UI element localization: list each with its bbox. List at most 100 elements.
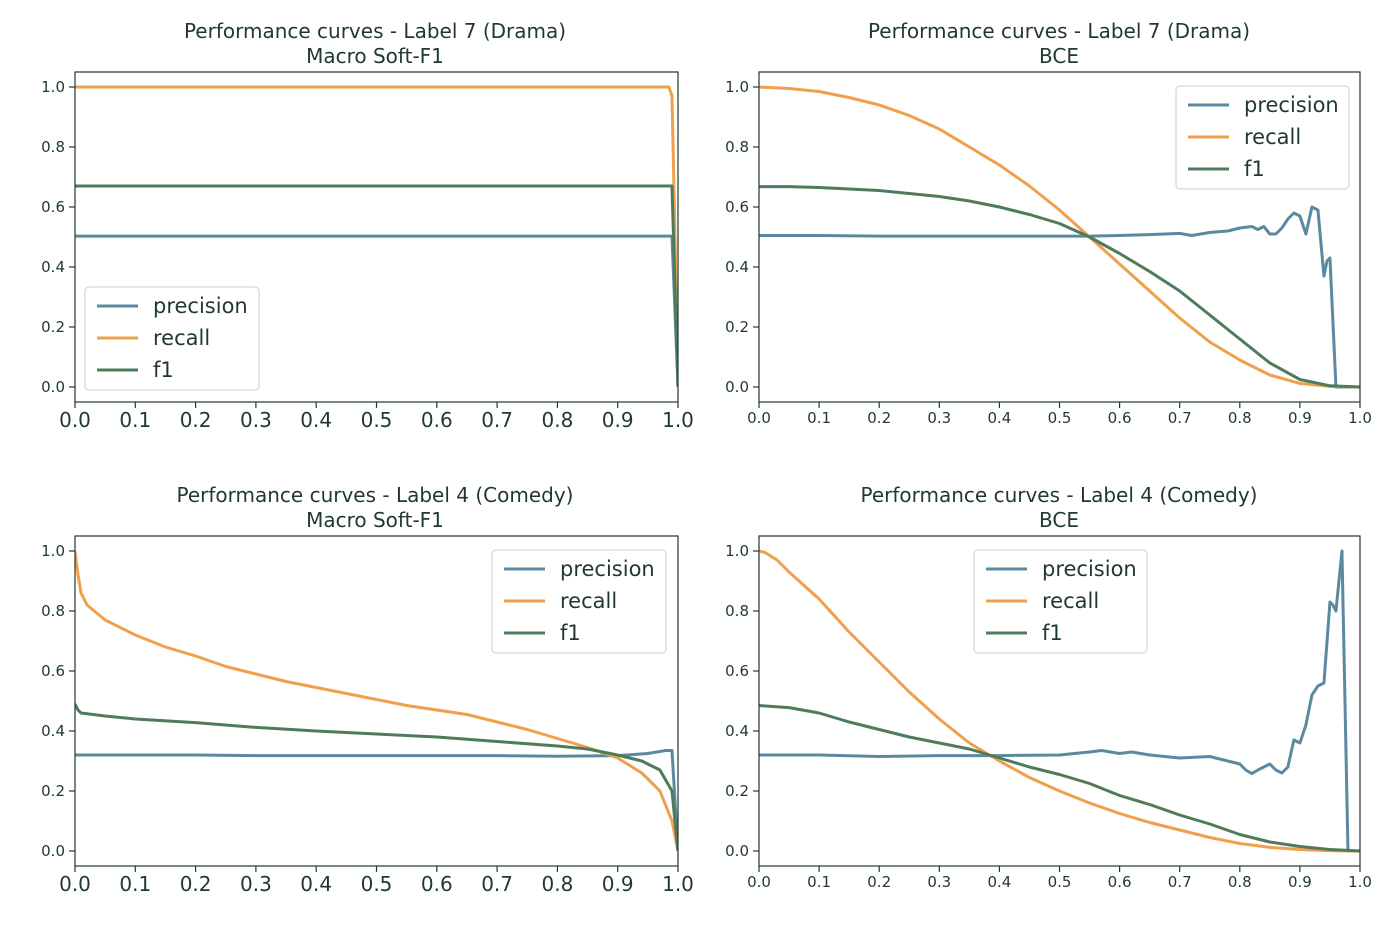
legend-label-f1: f1 [1244,157,1265,181]
x-tick-label: 0.6 [421,408,453,432]
series-line-f1 [75,703,678,852]
x-tick-label: 0.0 [59,872,91,896]
y-tick-label: 0.6 [41,198,65,216]
y-tick-label: 1.0 [41,542,65,560]
x-tick-label: 0.0 [747,409,771,427]
x-tick-label: 0.4 [987,873,1011,891]
chart-subtitle: BCE [1039,508,1079,532]
legend-label-recall: recall [1244,125,1301,149]
y-tick-label: 0.0 [725,842,749,860]
series-line-f1 [759,185,1360,389]
series-line-f1 [75,184,678,388]
series-line-f1 [759,704,1360,853]
x-tick-label: 0.5 [361,408,393,432]
chart-subtitle: Macro Soft-F1 [306,508,444,532]
x-tick-label: 1.0 [1348,873,1372,891]
chart-panel-comedy-bce: Performance curves - Label 4 (Comedy) BC… [725,483,1372,891]
x-tick-label: 0.6 [1108,873,1132,891]
legend-label-precision: precision [153,294,248,318]
x-tick-label: 0.1 [807,409,831,427]
x-tick-label: 0.2 [180,872,212,896]
legend-label-recall: recall [560,589,617,613]
x-tick-label: 0.8 [1228,873,1252,891]
y-tick-label: 0.8 [41,602,65,620]
chart-subtitle: Macro Soft-F1 [306,44,444,68]
x-tick-label: 1.0 [1348,409,1372,427]
y-tick-label: 1.0 [725,78,749,96]
y-tick-label: 0.8 [725,138,749,156]
y-tick-label: 0.4 [41,722,65,740]
x-tick-label: 0.9 [602,408,634,432]
plot-area: 0.0 0.1 0.2 0.3 0.4 0.5 0.6 0.7 0.8 0.9 1.0 0.0 0.2 0… [725,535,1372,891]
y-tick-label: 1.0 [725,542,749,560]
x-tick-label: 0.5 [361,872,393,896]
y-tick-label: 0.6 [725,198,749,216]
x-tick-label: 0.2 [867,409,891,427]
x-tick-label: 0.3 [927,873,951,891]
chart-subtitle: BCE [1039,44,1079,68]
legend-label-precision: precision [1244,93,1339,117]
plot-area: 0.0 0.1 0.2 0.3 0.4 0.5 0.6 0.7 0.8 0.9 1.0 0.0 0.2 0… [41,71,694,432]
y-tick-label: 0.6 [725,662,749,680]
x-tick-label: 0.1 [119,872,151,896]
chart-title: Performance curves - Label 7 (Drama) [184,19,566,43]
plot-area: 0.0 0.1 0.2 0.3 0.4 0.5 0.6 0.7 0.8 0.9 1.0 0.0 0.2 0… [41,535,694,896]
legend-label-f1: f1 [1042,621,1063,645]
plot-area: 0.0 0.1 0.2 0.3 0.4 0.5 0.6 0.7 0.8 0.9 1.0 0.0 0.2 0… [725,71,1372,427]
x-tick-label: 0.4 [300,872,332,896]
y-tick-label: 0.2 [725,782,749,800]
x-tick-label: 0.1 [119,408,151,432]
series-line-recall [75,550,678,852]
y-tick-label: 0.2 [41,318,65,336]
series-line-precision [759,205,1360,389]
x-tick-label: 0.3 [927,409,951,427]
x-tick-label: 0.3 [240,408,272,432]
series-line-precision [759,549,1360,853]
x-tick-label: 0.2 [180,408,212,432]
x-tick-label: 0.5 [1048,873,1072,891]
legend-label-recall: recall [153,326,210,350]
y-tick-label: 0.2 [41,782,65,800]
x-tick-label: 0.0 [59,408,91,432]
y-tick-label: 0.0 [41,378,65,396]
y-tick-label: 0.2 [725,318,749,336]
x-tick-label: 0.4 [300,408,332,432]
x-tick-label: 0.7 [481,872,513,896]
legend-box [491,549,667,654]
legend-box [973,549,1148,654]
y-tick-label: 0.6 [41,662,65,680]
x-tick-label: 0.0 [747,873,771,891]
chart-title: Performance curves - Label 4 (Comedy) [860,483,1257,507]
legend-label-f1: f1 [153,358,174,382]
x-tick-label: 0.4 [987,409,1011,427]
series-line-recall [759,549,1360,853]
x-tick-label: 0.7 [1168,409,1192,427]
legend: precision recall f1 [84,286,260,391]
series-line-precision [75,749,678,852]
x-tick-label: 0.8 [1228,409,1252,427]
chart-title: Performance curves - Label 4 (Comedy) [176,483,573,507]
chart-panel-drama-bce: Performance curves - Label 7 (Drama) BCE… [725,19,1372,427]
y-tick-label: 0.4 [41,258,65,276]
y-tick-label: 0.4 [725,258,749,276]
y-tick-label: 0.0 [725,378,749,396]
x-tick-label: 0.2 [867,873,891,891]
legend-label-recall: recall [1042,589,1099,613]
chart-panel-comedy-macro-soft-f1: Performance curves - Label 4 (Comedy) Ma… [41,483,694,896]
x-tick-label: 0.3 [240,872,272,896]
legend-box [1175,85,1350,190]
x-tick-label: 1.0 [662,408,694,432]
y-tick-label: 1.0 [41,78,65,96]
series-line-recall [759,85,1360,389]
legend-label-f1: f1 [560,621,581,645]
x-tick-label: 0.6 [1108,409,1132,427]
legend: precision recall f1 [973,549,1148,654]
x-tick-label: 0.8 [541,408,573,432]
legend-label-precision: precision [1042,557,1137,581]
x-tick-label: 0.9 [602,872,634,896]
legend-label-precision: precision [560,557,655,581]
x-tick-label: 0.5 [1048,409,1072,427]
x-tick-label: 0.6 [421,872,453,896]
x-tick-label: 0.8 [541,872,573,896]
